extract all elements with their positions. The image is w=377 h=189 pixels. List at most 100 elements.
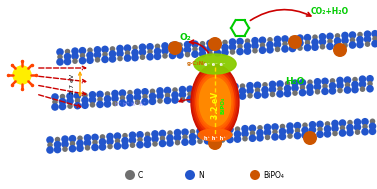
- Circle shape: [131, 54, 139, 61]
- Circle shape: [281, 45, 289, 53]
- Circle shape: [189, 133, 196, 141]
- Circle shape: [299, 89, 306, 96]
- Circle shape: [350, 37, 355, 43]
- Circle shape: [214, 49, 221, 57]
- Circle shape: [303, 131, 317, 145]
- Circle shape: [130, 143, 135, 148]
- Circle shape: [61, 140, 69, 148]
- Circle shape: [305, 40, 310, 45]
- Circle shape: [129, 136, 136, 144]
- Circle shape: [211, 132, 219, 139]
- Circle shape: [76, 139, 84, 147]
- Circle shape: [171, 96, 179, 104]
- Circle shape: [151, 135, 159, 143]
- Circle shape: [125, 170, 135, 180]
- Circle shape: [297, 45, 303, 51]
- Circle shape: [259, 46, 266, 54]
- Circle shape: [174, 134, 181, 141]
- Circle shape: [291, 84, 299, 92]
- Circle shape: [359, 75, 366, 83]
- Circle shape: [242, 136, 248, 142]
- Circle shape: [115, 138, 120, 144]
- Circle shape: [56, 48, 64, 56]
- Circle shape: [341, 37, 349, 44]
- Circle shape: [195, 86, 200, 91]
- Circle shape: [180, 97, 185, 102]
- Circle shape: [99, 143, 106, 151]
- Circle shape: [194, 95, 201, 103]
- Circle shape: [347, 120, 353, 125]
- Circle shape: [274, 36, 281, 43]
- Circle shape: [231, 93, 239, 100]
- Circle shape: [227, 132, 233, 137]
- Circle shape: [296, 34, 304, 42]
- Circle shape: [139, 43, 146, 51]
- Circle shape: [354, 123, 361, 131]
- Circle shape: [199, 45, 206, 53]
- Circle shape: [329, 82, 336, 90]
- Text: 2.7 eV: 2.7 eV: [69, 74, 75, 94]
- Circle shape: [216, 89, 224, 96]
- Circle shape: [276, 90, 284, 98]
- Circle shape: [371, 30, 377, 38]
- Circle shape: [169, 52, 176, 59]
- Circle shape: [346, 129, 354, 136]
- Text: CO₂+H₂O: CO₂+H₂O: [311, 8, 349, 16]
- Circle shape: [289, 40, 296, 47]
- Circle shape: [189, 138, 196, 146]
- Circle shape: [315, 89, 320, 94]
- Circle shape: [116, 50, 124, 57]
- Circle shape: [324, 125, 331, 133]
- Circle shape: [264, 129, 271, 136]
- Circle shape: [186, 85, 194, 93]
- Circle shape: [230, 49, 235, 55]
- Circle shape: [109, 55, 116, 63]
- Circle shape: [317, 127, 323, 132]
- Circle shape: [271, 133, 279, 141]
- Circle shape: [306, 83, 314, 91]
- Circle shape: [141, 98, 149, 106]
- Circle shape: [349, 31, 356, 39]
- Circle shape: [221, 44, 229, 51]
- Circle shape: [105, 91, 110, 97]
- Circle shape: [296, 39, 304, 47]
- Circle shape: [209, 84, 216, 92]
- Circle shape: [249, 134, 256, 142]
- Circle shape: [107, 144, 113, 149]
- Circle shape: [90, 102, 95, 108]
- Circle shape: [261, 91, 269, 99]
- Circle shape: [336, 82, 344, 89]
- Circle shape: [57, 54, 63, 60]
- Circle shape: [86, 57, 94, 64]
- Circle shape: [176, 46, 184, 54]
- Circle shape: [321, 77, 329, 85]
- Text: g-C₃N₄: g-C₃N₄: [187, 61, 207, 67]
- Circle shape: [102, 52, 108, 57]
- Circle shape: [200, 41, 205, 46]
- Circle shape: [244, 42, 251, 50]
- Circle shape: [201, 84, 209, 92]
- Circle shape: [142, 94, 148, 100]
- Circle shape: [259, 36, 266, 44]
- Circle shape: [179, 91, 186, 98]
- Circle shape: [234, 135, 241, 143]
- Circle shape: [277, 86, 283, 92]
- Circle shape: [331, 120, 339, 127]
- Circle shape: [360, 86, 365, 92]
- Circle shape: [247, 93, 253, 98]
- Circle shape: [120, 95, 125, 101]
- Circle shape: [209, 94, 216, 102]
- Circle shape: [176, 51, 184, 59]
- Circle shape: [146, 53, 154, 61]
- Circle shape: [52, 99, 58, 105]
- Circle shape: [141, 88, 149, 96]
- Ellipse shape: [196, 72, 234, 132]
- Circle shape: [311, 43, 319, 51]
- Circle shape: [362, 124, 368, 129]
- Circle shape: [84, 134, 91, 142]
- Circle shape: [166, 139, 174, 147]
- Circle shape: [61, 135, 69, 143]
- Circle shape: [276, 80, 284, 88]
- Ellipse shape: [191, 64, 239, 139]
- Circle shape: [149, 93, 156, 100]
